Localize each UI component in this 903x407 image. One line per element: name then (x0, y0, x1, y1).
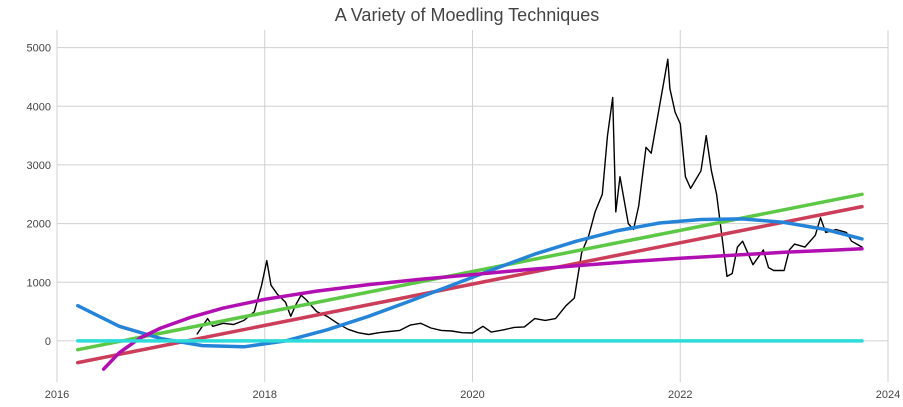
price-line (196, 58, 863, 336)
x-tick-label: 2024 (876, 389, 900, 401)
log-purple-line (101, 247, 864, 371)
x-tick-label: 2020 (460, 389, 484, 401)
quadratic-blue-line (76, 217, 864, 349)
y-tick-label: 1000 (27, 277, 51, 289)
x-tick-label: 2016 (45, 389, 69, 401)
y-tick-label: 5000 (27, 43, 51, 55)
y-tick-label: 4000 (27, 101, 51, 113)
x-tick-label: 2018 (253, 389, 277, 401)
series-group (76, 58, 864, 371)
chart-title: A Variety of Moedling Techniques (335, 5, 600, 25)
y-tick-label: 0 (45, 336, 51, 348)
linear-red-line (76, 204, 864, 365)
y-tick-label: 2000 (27, 219, 51, 231)
x-tick-label: 2022 (668, 389, 692, 401)
y-tick-label: 3000 (27, 160, 51, 172)
tick-labels: 2016 2018 2020 2022 2024 0 1000 2000 3000 4000 500… (27, 43, 901, 401)
